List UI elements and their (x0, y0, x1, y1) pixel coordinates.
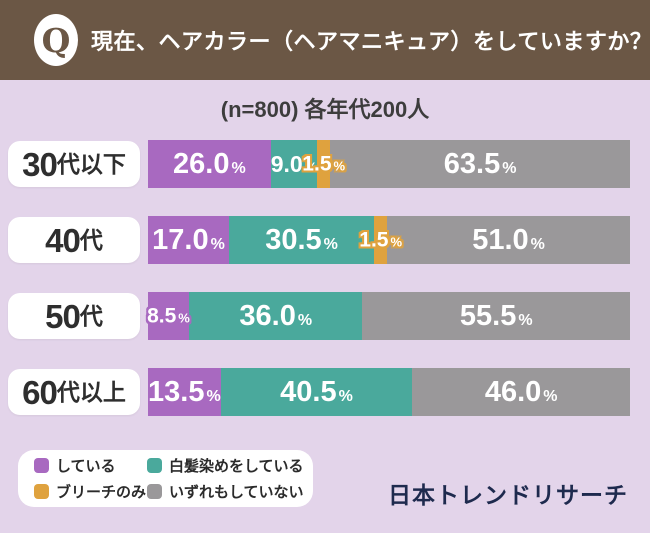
age-group-suffix: 代 (79, 226, 103, 253)
segment-value: 8.5% (147, 304, 190, 328)
legend-label: している (56, 458, 116, 475)
age-group-label: 40 代 (8, 217, 140, 263)
bar-segment-gray_dye: 9.0% (270, 140, 318, 188)
bar-segment-bleach: 1.5% (302, 140, 345, 188)
bar-segment-bleach: 1.5% (359, 216, 402, 264)
age-group-label: 50 代 (8, 293, 140, 339)
segment-value: 1.5% (359, 228, 403, 252)
age-group-label: 60 代以上 (8, 369, 140, 415)
age-group-suffix: 代 (79, 302, 103, 329)
q-letter: Q (41, 20, 71, 60)
legend-box: している 白髪染めをしている ブリーチのみ いずれもしていない (18, 450, 313, 507)
stacked-bar: 17.0% 30.5% 1.5% 51.0% (148, 216, 630, 264)
legend-item: している (34, 455, 147, 476)
stacked-bar: 8.5% 36.0% 55.5% (147, 292, 630, 340)
legend-item: ブリーチのみ (34, 481, 147, 502)
chart-row: 40 代 17.0% 30.5% 1.5% 51.0% (0, 216, 650, 264)
segment-value: 26.0% (173, 147, 246, 180)
bar-segment-none: 63.5% (330, 140, 630, 188)
segment-value: 30.5% (265, 223, 338, 256)
segment-value: 13.5% (148, 375, 221, 408)
segment-value: 9.0% (270, 150, 318, 177)
bar-segment-none: 46.0% (412, 368, 630, 416)
legend-swatch (34, 458, 49, 473)
legend-label: 白髪染めをしている (169, 458, 304, 475)
sample-size-note: (n=800) 各年代200人 (220, 97, 430, 122)
age-group-number: 40 (45, 221, 81, 259)
bar-segment-none: 51.0% (387, 216, 630, 264)
segment-value: 63.5% (443, 147, 517, 180)
chart-row: 30 代以下 26.0% 9.0% 1.5% 63.5% (0, 140, 650, 188)
legend-item: いずれもしていない (147, 481, 304, 502)
legend-label: いずれもしていない (169, 484, 304, 501)
bar-segment-gray_dye: 30.5% (228, 216, 375, 264)
age-group-suffix: 代以下 (56, 150, 126, 177)
chart-row: 60 代以上 13.5% 40.5% 46.0% (0, 368, 650, 416)
stacked-bar: 13.5% 40.5% 46.0% (148, 368, 630, 416)
legend-label: ブリーチのみ (56, 484, 147, 501)
bar-segment-none: 55.5% (362, 292, 630, 340)
bar-segment-doing: 8.5% (147, 292, 190, 340)
age-group-number: 60 (22, 373, 58, 411)
q-badge-icon: Q (34, 14, 78, 66)
legend-grid: している 白髪染めをしている ブリーチのみ いずれもしていない (34, 455, 304, 502)
age-group-number: 30 (22, 145, 58, 183)
segment-value: 51.0% (472, 223, 545, 256)
chart-row: 50 代 8.5% 36.0% 55.5% (0, 292, 650, 340)
legend-swatch (147, 484, 162, 499)
brand-logo: 日本トレンドリサーチ (388, 482, 628, 508)
chart-rows: 30 代以下 26.0% 9.0% 1.5% 63.5% 40 代 17.0% 30.5% 1… (0, 140, 650, 444)
age-group-number: 50 (45, 297, 81, 335)
age-group-label: 30 代以下 (8, 141, 140, 187)
segment-value: 40.5% (280, 375, 353, 408)
legend-swatch (147, 458, 162, 473)
stacked-bar: 26.0% 9.0% 1.5% 63.5% (148, 140, 630, 188)
segment-value: 1.5% (302, 152, 346, 176)
age-group-suffix: 代以上 (56, 378, 126, 405)
question-text: 現在、ヘアカラー（ヘアマニキュア）をしていますか？ (91, 29, 650, 54)
segment-value: 55.5% (459, 299, 533, 332)
bar-segment-gray_dye: 40.5% (220, 368, 413, 416)
bar-segment-gray_dye: 36.0% (188, 292, 363, 340)
bar-segment-doing: 17.0% (148, 216, 229, 264)
bar-segment-doing: 26.0% (148, 140, 271, 188)
bar-segment-doing: 13.5% (148, 368, 221, 416)
segment-value: 36.0% (239, 299, 313, 332)
legend-item: 白髪染めをしている (147, 455, 304, 476)
question-header: Q 現在、ヘアカラー（ヘアマニキュア）をしていますか？ (0, 0, 650, 80)
segment-value: 46.0% (484, 375, 558, 408)
legend-swatch (34, 484, 49, 499)
segment-value: 17.0% (152, 223, 225, 256)
